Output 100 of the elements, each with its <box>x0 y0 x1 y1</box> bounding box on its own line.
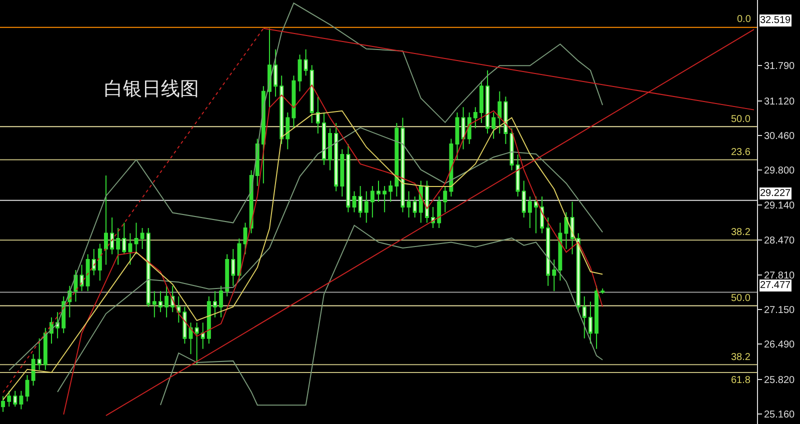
candlestick <box>310 64 314 124</box>
candlestick <box>286 112 290 150</box>
candlestick <box>424 180 429 224</box>
candlestick <box>376 180 380 202</box>
candlestick <box>98 243 102 282</box>
candlestick <box>364 190 368 224</box>
annotation: 50.0 <box>731 293 751 304</box>
candlestick <box>158 290 162 313</box>
candlestick <box>225 254 230 297</box>
candlestick <box>418 180 423 224</box>
candlestick <box>188 322 193 355</box>
line-series <box>8 2 604 371</box>
candlestick <box>182 306 187 344</box>
y-tick-label: 28.470 <box>764 236 796 247</box>
candlestick <box>406 190 411 218</box>
candlestick <box>340 148 344 197</box>
candlestick <box>328 128 332 171</box>
candlestick <box>358 185 362 218</box>
candlestick <box>588 301 592 344</box>
candlestick <box>479 80 484 124</box>
candlestick <box>316 96 320 134</box>
candlestick <box>540 196 544 234</box>
candlestick <box>92 248 96 276</box>
candlestick <box>164 285 169 318</box>
candlestick <box>25 374 30 402</box>
y-tick-label: 26.490 <box>764 340 796 351</box>
text: 白银日线图 <box>104 78 199 100</box>
candlestick <box>304 48 308 76</box>
ref-line-label: 32.519 <box>760 15 792 26</box>
candlestick <box>274 48 278 98</box>
candlestick <box>280 75 284 144</box>
candlestick <box>104 174 108 266</box>
candlestick <box>370 185 374 218</box>
candlestick <box>558 222 562 282</box>
candlestick <box>461 106 466 150</box>
candlestick <box>528 196 532 229</box>
y-tick-label: 29.140 <box>764 200 796 212</box>
candlestick <box>570 201 574 255</box>
candlestick <box>546 217 550 286</box>
candlestick <box>298 54 302 92</box>
candlestick <box>455 112 460 160</box>
candlestick <box>600 288 605 294</box>
candlestick <box>1 396 6 412</box>
candlestick <box>292 75 296 129</box>
y-tick-label: 30.460 <box>764 131 796 142</box>
candlestick <box>437 196 442 229</box>
y-tick-label: 29.800 <box>764 166 796 177</box>
candlestick <box>498 90 502 134</box>
candlestick <box>504 96 508 144</box>
candlestick <box>394 122 399 197</box>
candlestick <box>564 212 568 250</box>
candlestick <box>213 290 217 318</box>
candlestick <box>552 259 556 292</box>
candlestick <box>80 264 84 292</box>
annotation: 50.0 <box>731 114 751 125</box>
candlestick <box>412 196 417 218</box>
candlestick <box>110 217 114 255</box>
candlestick <box>594 285 598 350</box>
candlestick <box>37 338 42 370</box>
ref-line-label: 27.477 <box>760 280 792 291</box>
candlestick <box>473 106 478 129</box>
line-series <box>160 224 604 406</box>
candlestick <box>237 238 242 282</box>
candlestick <box>388 180 393 202</box>
candlestick <box>582 296 586 339</box>
candlestick <box>231 248 236 286</box>
candlestick <box>576 232 580 313</box>
y-tick-label: 31.790 <box>764 61 796 72</box>
candlestick <box>486 70 490 134</box>
candlestick <box>400 117 405 213</box>
annotation: 23.6 <box>731 147 751 158</box>
candlestick <box>176 296 181 324</box>
candlestick <box>449 138 454 197</box>
line-series <box>57 127 604 392</box>
y-tick-label: 25.820 <box>764 374 796 386</box>
candlestick <box>534 196 538 234</box>
candlestick <box>134 222 138 255</box>
candlestick <box>322 112 326 166</box>
y-tick-label: 25.160 <box>764 410 796 421</box>
candlestick <box>13 390 18 408</box>
candlestick <box>352 190 356 213</box>
candlestick <box>268 28 272 108</box>
ref-line-label: 29.227 <box>760 188 792 199</box>
y-tick-label: 27.810 <box>764 270 796 282</box>
annotation: 38.2 <box>731 227 751 238</box>
candlestick <box>243 222 248 255</box>
candlestick <box>206 296 211 344</box>
candlestick <box>56 312 60 339</box>
candlestick <box>522 180 526 218</box>
annotation: 0.0 <box>737 14 752 25</box>
candlestick <box>194 322 199 366</box>
candlestick <box>86 254 90 292</box>
candlestick <box>467 112 472 144</box>
y-tick-label: 31.120 <box>764 96 796 108</box>
candlestick <box>31 354 36 386</box>
candlestick <box>219 285 224 318</box>
candlestick <box>7 390 12 408</box>
candlestick <box>128 232 132 266</box>
candlestick <box>19 390 24 410</box>
line-series <box>2 110 604 400</box>
